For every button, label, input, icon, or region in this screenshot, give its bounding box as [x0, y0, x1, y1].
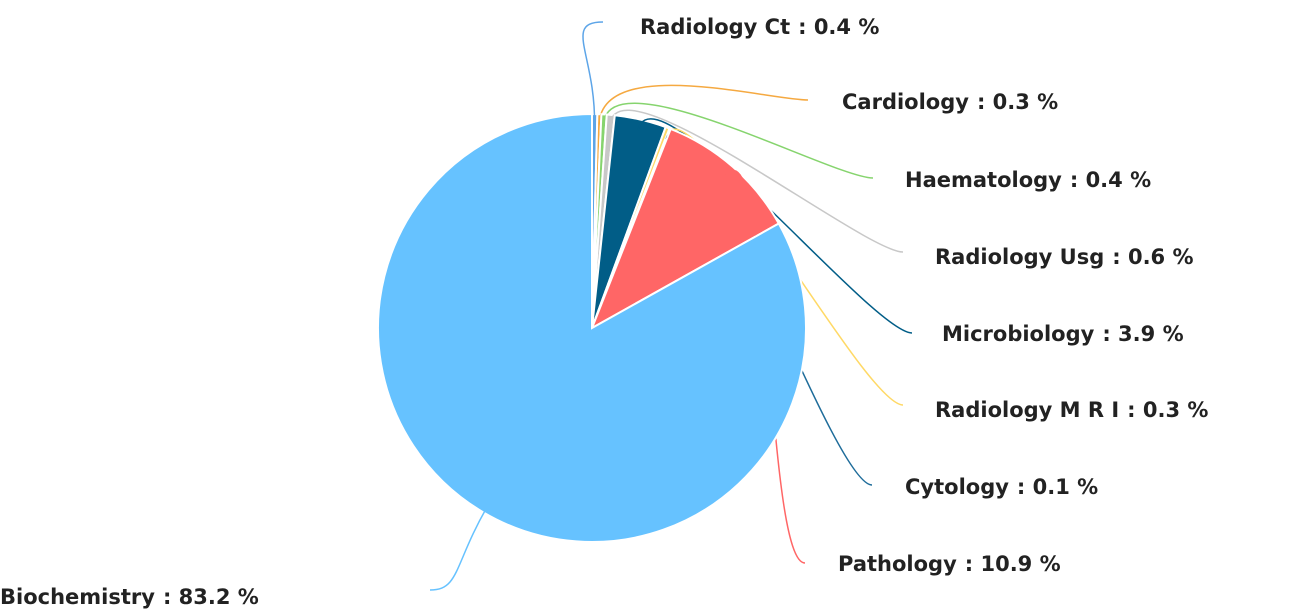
slice-label: Microbiology : 3.9 % [942, 322, 1184, 346]
slice-label: Pathology : 10.9 % [838, 552, 1061, 576]
slice-value: : 0.3 % [1127, 398, 1208, 422]
slice-name: Radiology Usg [935, 245, 1104, 269]
leader-line [582, 21, 604, 125]
slice-value: : 10.9 % [965, 552, 1061, 576]
slice-value: : 0.6 % [1112, 245, 1193, 269]
slice-name: Radiology M R I [935, 398, 1119, 422]
slice-label: Haematology : 0.4 % [905, 168, 1151, 192]
slice-label: Biochemistry : 83.2 % [0, 585, 259, 609]
slice-value: : 83.2 % [163, 585, 259, 609]
slice-name: Haematology [905, 168, 1062, 192]
leader-line [429, 502, 490, 591]
slice-label: Cytology : 0.1 % [905, 475, 1098, 499]
slice-name: Radiology Ct [640, 15, 790, 39]
slice-name: Biochemistry [0, 585, 155, 609]
slice-label: Radiology Usg : 0.6 % [935, 245, 1194, 269]
slice-name: Cytology [905, 475, 1009, 499]
pie-slice [590, 127, 781, 331]
slice-name: Pathology [838, 552, 957, 576]
slice-name: Microbiology [942, 322, 1095, 346]
leader-line [598, 84, 809, 125]
slice-value: : 0.3 % [977, 90, 1058, 114]
slice-value: : 0.1 % [1017, 475, 1098, 499]
slice-label: Radiology M R I : 0.3 % [935, 398, 1208, 422]
leader-line [609, 109, 904, 253]
slice-name: Cardiology [842, 90, 969, 114]
slice-value: : 0.4 % [1070, 168, 1151, 192]
leader-line [602, 102, 874, 179]
slice-label: Cardiology : 0.3 % [842, 90, 1058, 114]
slice-label: Radiology Ct : 0.4 % [640, 15, 879, 39]
slice-value: : 0.4 % [798, 15, 879, 39]
slice-value: : 3.9 % [1102, 322, 1183, 346]
